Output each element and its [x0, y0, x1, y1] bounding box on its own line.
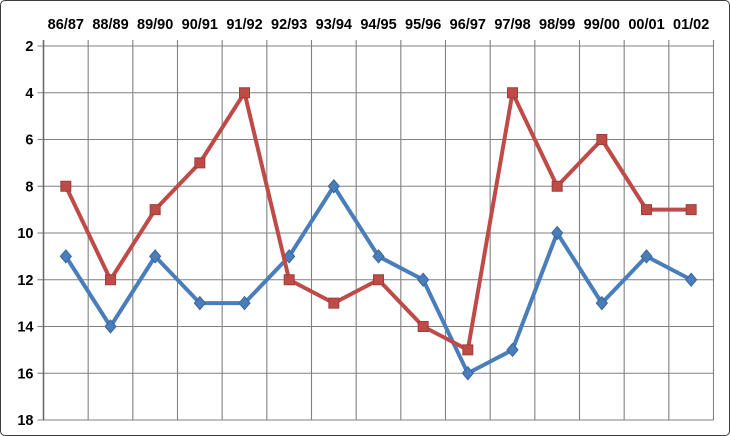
diamond-marker: [149, 249, 162, 264]
red-square-series: [60, 87, 697, 356]
square-marker: [417, 321, 429, 332]
square-marker: [149, 204, 161, 216]
diamond-marker: [104, 319, 117, 334]
x-tick-label: 00/01: [628, 17, 664, 33]
y-tick-label: 12: [17, 273, 33, 289]
diamond-marker: [283, 249, 296, 264]
square-marker: [373, 274, 384, 286]
diamond-marker: [640, 249, 653, 264]
x-tick-label: 88/89: [92, 17, 128, 33]
x-tick-label: 98/99: [539, 17, 575, 33]
diamond-marker: [551, 225, 564, 241]
y-tick-label: 16: [17, 366, 33, 382]
square-marker: [641, 204, 652, 216]
square-marker: [462, 344, 474, 356]
square-marker: [596, 134, 608, 145]
y-tick-label: 6: [25, 133, 33, 149]
square-marker: [328, 297, 340, 309]
diamond-marker: [193, 295, 206, 311]
red-square-series-line: [63, 90, 694, 352]
x-tick-label: 86/87: [48, 17, 84, 33]
square-marker: [685, 204, 697, 216]
square-marker: [507, 87, 518, 99]
y-tick-label: 18: [17, 413, 33, 429]
x-tick-label: 89/90: [137, 17, 173, 33]
x-tick-label: 94/95: [360, 17, 396, 33]
x-tick-label: 01/02: [673, 17, 709, 33]
square-marker: [239, 87, 250, 99]
square-marker: [283, 274, 295, 286]
x-tick-label: 95/96: [405, 17, 441, 33]
x-axis-labels: 86/87 88/89 89/90 90/91 91/92 92/93 93/94 94/95…: [48, 17, 710, 33]
diamond-marker: [595, 295, 608, 311]
x-tick-label: 91/92: [226, 17, 262, 33]
diamond-marker: [417, 272, 430, 288]
square-marker: [60, 180, 72, 192]
diamond-marker: [685, 272, 698, 288]
square-marker: [194, 157, 206, 169]
x-tick-label: 90/91: [182, 17, 218, 33]
diamond-marker: [238, 295, 251, 311]
diamond-marker: [461, 365, 474, 381]
diamond-marker: [59, 249, 72, 264]
x-tick-label: 97/98: [494, 17, 530, 33]
blue-diamond-series: [59, 178, 698, 381]
y-tick-label: 10: [17, 226, 33, 242]
diamond-marker: [506, 342, 519, 358]
y-tick-label: 2: [25, 39, 33, 55]
square-marker: [105, 274, 116, 286]
diamond-marker: [372, 249, 385, 264]
gridlines: [37, 40, 715, 421]
y-axis-labels: 2 4 6 8 10 12 14 16 18: [17, 39, 33, 429]
x-tick-label: 93/94: [316, 17, 352, 33]
x-tick-label: 92/93: [271, 17, 307, 33]
x-tick-label: 96/97: [450, 17, 486, 33]
x-tick-label: 99/00: [584, 17, 620, 33]
y-tick-label: 4: [25, 86, 33, 102]
y-tick-label: 14: [17, 320, 33, 336]
diamond-marker: [327, 178, 340, 194]
y-tick-label: 8: [25, 179, 33, 195]
square-marker: [551, 180, 563, 192]
